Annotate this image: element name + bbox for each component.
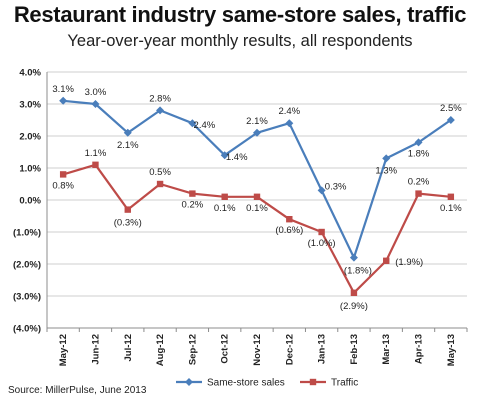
data-label: 0.8% (52, 180, 74, 191)
data-point (446, 116, 455, 124)
x-tick-label: Feb-13 (349, 334, 360, 365)
data-point (318, 228, 325, 236)
data-label: 2.1% (117, 140, 139, 151)
data-label: 0.2% (408, 177, 430, 188)
y-tick-label: 0.0% (19, 196, 41, 207)
y-tick-label: 4.0% (19, 68, 41, 79)
data-point (253, 193, 261, 200)
data-point (349, 253, 358, 262)
y-tick-label: (1.0%) (13, 228, 41, 239)
data-label: 3.1% (52, 84, 74, 95)
x-tick-label: May-12 (58, 334, 69, 366)
data-label: 0.2% (182, 200, 204, 211)
data-point (221, 193, 228, 200)
y-tick-label: 2.0% (19, 132, 41, 143)
data-point (414, 138, 423, 147)
data-point (285, 119, 294, 128)
legend: Same-store sales Traffic (176, 378, 358, 389)
y-tick-label: (3.0%) (13, 292, 41, 303)
data-label: (1.9%) (395, 257, 423, 268)
data-label: 1.8% (408, 148, 430, 159)
data-point (220, 151, 229, 160)
data-label: 0.1% (214, 203, 236, 214)
data-label: 2.8% (149, 93, 171, 104)
data-point (382, 154, 391, 163)
data-point (189, 190, 196, 197)
x-tick-label: Mar-13 (381, 334, 392, 365)
data-point (92, 161, 99, 168)
legend-label: Same-store sales (207, 378, 285, 389)
data-labels: 3.1% 3.0% 2.1% 2.8% 2.4% 1.4% 2.1% 2.4% 0.3% (1.8… (52, 84, 462, 312)
data-label: 2.1% (246, 116, 268, 127)
data-point (415, 190, 422, 197)
axes: 4.0% 3.0% 2.0% 1.0% 0.0% (1.0%) (2.0%) (3.0%) (4… (13, 68, 468, 366)
x-tick-label: May-13 (446, 334, 457, 366)
data-point (156, 180, 164, 188)
data-label: 2.4% (194, 120, 216, 131)
data-point (188, 119, 197, 128)
data-point (123, 128, 132, 137)
legend-marker-diamond (185, 378, 193, 386)
data-point (59, 96, 68, 105)
data-point (59, 171, 67, 178)
data-label: (0.3%) (114, 218, 142, 229)
data-label: 0.5% (149, 167, 171, 178)
x-tick-label: Sep-12 (187, 334, 198, 365)
chart-title: Restaurant industry same-store sales, tr… (13, 2, 467, 27)
data-label: 1.1% (85, 148, 107, 159)
data-label: (2.9%) (340, 301, 368, 312)
data-label: 0.1% (246, 203, 268, 214)
x-tick-label: Aug-12 (155, 334, 166, 366)
data-point (350, 289, 358, 296)
data-point (383, 257, 390, 264)
data-point (91, 100, 100, 108)
data-label: 1.4% (226, 152, 248, 163)
x-tick-label: Jan-13 (317, 334, 328, 364)
x-tick-label: Dec-12 (284, 334, 295, 365)
y-tick-label: (2.0%) (13, 260, 41, 271)
source-note: Source: MillerPulse, June 2013 (8, 385, 147, 396)
data-label: 0.3% (325, 181, 347, 192)
data-point (124, 206, 131, 213)
data-point (447, 193, 455, 200)
data-label: 2.5% (440, 103, 462, 114)
data-label: (1.0%) (308, 238, 336, 249)
x-tick-label: Oct-12 (220, 334, 231, 364)
data-label: 2.4% (278, 106, 300, 117)
data-label: 0.1% (440, 203, 462, 214)
data-label: (1.8%) (344, 266, 372, 277)
series-line-traffic (62, 163, 451, 294)
y-tick-label: (4.0%) (13, 324, 41, 335)
chart-subtitle: Year-over-year monthly results, all resp… (67, 32, 413, 50)
legend-label: Traffic (331, 378, 358, 389)
data-point (253, 128, 261, 137)
x-tick-label: Jun-12 (90, 334, 101, 365)
series-layer (59, 96, 455, 296)
data-point (156, 106, 165, 115)
data-point (286, 216, 293, 223)
data-label: 3.0% (85, 87, 107, 98)
y-tick-label: 3.0% (19, 100, 41, 111)
data-label: 1.3% (375, 165, 397, 176)
y-tick-label: 1.0% (19, 164, 41, 175)
data-point (317, 186, 326, 195)
data-label: (0.6%) (275, 225, 303, 236)
x-tick-label: Nov-12 (252, 334, 263, 366)
x-tick-label: Apr-13 (414, 334, 425, 364)
x-tick-label: Jul-12 (123, 334, 134, 361)
legend-marker-square (309, 378, 317, 386)
